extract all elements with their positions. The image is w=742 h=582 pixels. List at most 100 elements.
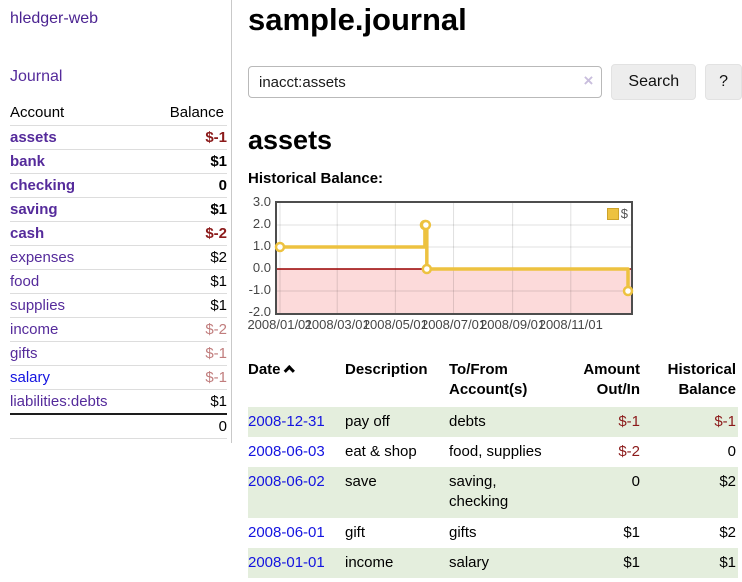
- account-balance: $2: [146, 245, 227, 270]
- account-link-gifts[interactable]: gifts: [10, 345, 38, 362]
- account-balance: $-1: [146, 365, 227, 390]
- account-balance: $-1: [146, 341, 227, 366]
- account-heading: assets: [248, 125, 333, 155]
- clear-search-icon[interactable]: ×: [583, 71, 594, 90]
- transaction-accounts: debts: [449, 412, 486, 430]
- transaction-balance: $2: [719, 523, 736, 541]
- account-row: assets $-1: [10, 125, 227, 150]
- transaction-accounts: saving, checking: [449, 473, 509, 511]
- account-balance: $1: [146, 197, 227, 222]
- accounts-balance-table: Account Balance assets $-1 bank $1 check…: [10, 101, 227, 439]
- account-link-cash[interactable]: cash: [10, 225, 45, 242]
- account-row: bank $1: [10, 149, 227, 174]
- account-row: supplies $1: [10, 293, 227, 318]
- register-row: 2008-12-31 pay off debts $-1 $-1: [248, 406, 738, 437]
- balance-column-header: Balance: [146, 101, 227, 126]
- app-title-link[interactable]: hledger-web: [10, 10, 99, 27]
- transaction-date-link[interactable]: 2008-01-01: [248, 553, 325, 571]
- account-row: food $1: [10, 269, 227, 294]
- account-balance: $1: [146, 293, 227, 318]
- account-link-income[interactable]: income: [10, 321, 59, 338]
- account-row: saving $1: [10, 197, 227, 222]
- transaction-accounts: gifts: [449, 523, 477, 541]
- data-point-marker[interactable]: [622, 285, 634, 297]
- data-point-marker[interactable]: [421, 263, 433, 275]
- register-row: 2008-06-02 save saving, checking 0 $2: [248, 467, 738, 518]
- legend-swatch-icon: [606, 207, 619, 220]
- account-link-expenses[interactable]: expenses: [10, 249, 75, 266]
- sort-ascending-icon: [283, 365, 295, 377]
- account-balance: 0: [146, 173, 227, 198]
- journal-link[interactable]: Journal: [10, 68, 63, 85]
- transaction-amount: 0: [631, 473, 640, 490]
- transaction-accounts: food, supplies: [449, 442, 542, 460]
- x-axis-tick-label: 2008/05/01: [362, 317, 428, 332]
- amount-column-header: Amount Out/In: [583, 361, 640, 399]
- transaction-amount: $-1: [618, 412, 640, 430]
- account-link-food[interactable]: food: [10, 273, 40, 290]
- x-axis-tick-label: 2008/11/01: [538, 317, 603, 332]
- y-axis-tick-label: -2.0: [248, 304, 271, 319]
- x-axis-tick-label: 2008/09/01: [480, 317, 546, 332]
- account-row: gifts $-1: [10, 341, 227, 366]
- data-point-marker[interactable]: [420, 219, 432, 231]
- register-row: 2008-01-01 income salary $1 $1: [248, 547, 738, 578]
- x-axis-tick-label: 2008/07/01: [420, 317, 487, 332]
- transaction-balance: $2: [719, 473, 736, 490]
- transaction-description: income: [345, 553, 394, 571]
- search-input[interactable]: [248, 66, 603, 98]
- account-balance: $1: [210, 393, 227, 410]
- transaction-balance: 0: [727, 442, 736, 460]
- account-link-supplies[interactable]: supplies: [10, 297, 66, 314]
- transaction-description: pay off: [345, 412, 390, 430]
- balance-column-header: Historical Balance: [667, 361, 736, 399]
- transaction-description: eat & shop: [345, 442, 417, 460]
- account-row: cash $-2: [10, 221, 227, 246]
- account-row: salary $-1: [10, 365, 227, 390]
- account-row: liabilities:debts $1: [10, 390, 227, 415]
- data-point-marker[interactable]: [274, 241, 286, 253]
- transaction-date-link[interactable]: 2008-06-01: [248, 523, 325, 541]
- transaction-amount: $1: [623, 553, 640, 571]
- page-title: sample.journal: [248, 2, 467, 37]
- transaction-date-link[interactable]: 2008-06-03: [248, 442, 325, 460]
- account-link-assets[interactable]: assets: [10, 129, 57, 146]
- transaction-date-link[interactable]: 2008-06-02: [248, 473, 325, 490]
- accounts-column-header: To/From Account(s): [449, 361, 528, 399]
- date-column-header: Date: [248, 358, 345, 407]
- chart-plot-area[interactable]: $: [274, 201, 634, 315]
- accounts-total-row: 0: [10, 413, 227, 439]
- transaction-date-link[interactable]: 2008-12-31: [248, 412, 325, 430]
- y-axis-tick-label: 2.0: [252, 216, 271, 231]
- account-link-salary[interactable]: salary: [10, 369, 51, 386]
- transaction-description: save: [345, 473, 377, 490]
- account-balance: $-1: [146, 125, 227, 150]
- transaction-balance: $-1: [714, 412, 736, 430]
- account-row: income $-2: [10, 317, 227, 342]
- transaction-balance: $1: [719, 553, 736, 571]
- search-bar: × Search ?: [248, 64, 742, 100]
- account-link-liabilities-debts[interactable]: liabilities:debts: [10, 393, 108, 410]
- account-link-checking[interactable]: checking: [10, 177, 76, 194]
- register-table: Date Description To/From Account(s) Amoun…: [248, 358, 738, 578]
- account-column-header: Account: [10, 101, 147, 126]
- transaction-accounts: salary: [449, 553, 490, 571]
- x-axis-tick-label: 2008/03/01: [304, 317, 370, 332]
- account-balance: $1: [146, 269, 227, 294]
- account-link-saving[interactable]: saving: [10, 201, 58, 218]
- accounts-total: 0: [146, 413, 227, 439]
- search-button[interactable]: Search: [611, 64, 697, 100]
- account-balance: $-2: [146, 317, 227, 342]
- account-row: expenses $2: [10, 245, 227, 270]
- historical-balance-chart: $ 3.0 2.0 1.0 0.0 -1.0 -2.0 2008/01/01 2008/03/…: [247, 194, 742, 346]
- y-axis-tick-label: 0.0: [252, 260, 271, 275]
- description-column-header: Description: [345, 361, 428, 378]
- register-row: 2008-06-01 gift gifts $1 $2: [248, 518, 738, 548]
- account-link-bank[interactable]: bank: [10, 153, 46, 170]
- account-balance: $-2: [146, 221, 227, 246]
- chart-legend: $: [606, 206, 628, 221]
- main-content: sample.journal × Search ? assets Histori…: [232, 0, 742, 578]
- help-button[interactable]: ?: [705, 64, 742, 100]
- x-axis-tick-label: 2008/01/01: [247, 317, 313, 332]
